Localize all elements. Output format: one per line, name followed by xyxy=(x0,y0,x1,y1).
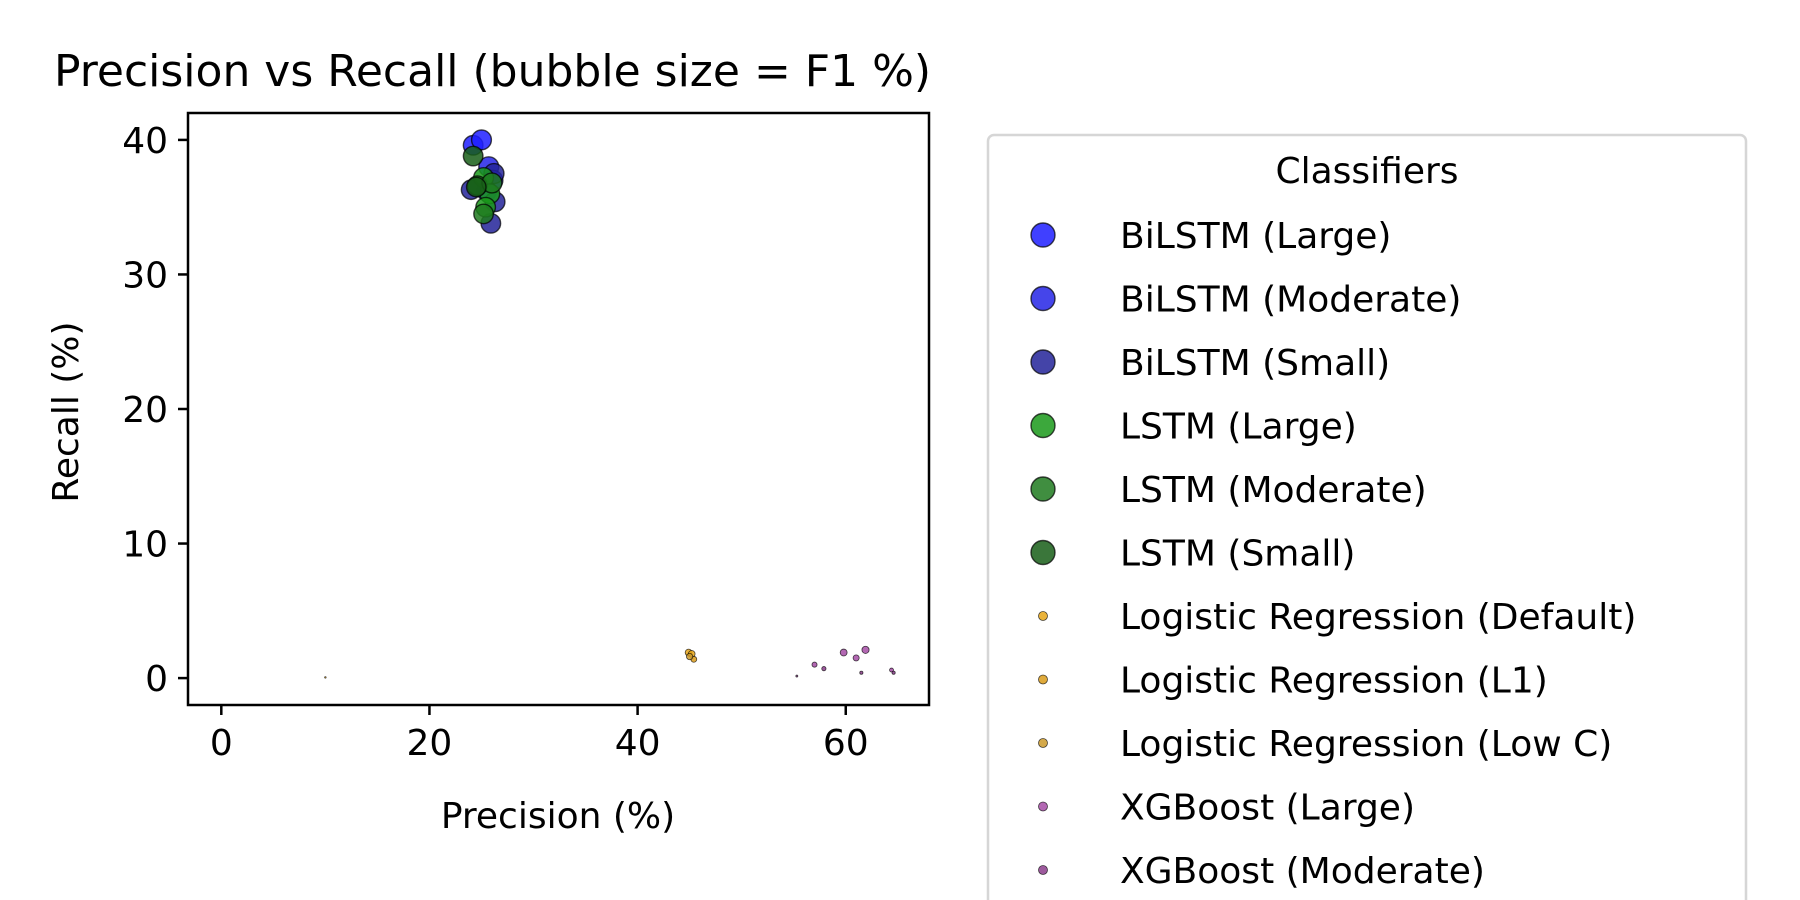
legend-marker xyxy=(1030,476,1056,502)
legend-label: LSTM (Small) xyxy=(1120,534,1355,575)
legend-label: Logistic Regression (L1) xyxy=(1120,661,1548,702)
legend-label: BiLSTM (Small) xyxy=(1120,343,1390,384)
legend-marker xyxy=(1030,539,1056,566)
legend-label: BiLSTM (Moderate) xyxy=(1120,280,1461,321)
data-point xyxy=(324,676,327,679)
legend-items: BiLSTM (Large) BiLSTM (Moderate) BiLSTM (S… xyxy=(1030,216,1636,892)
data-point xyxy=(852,654,860,662)
data-point xyxy=(839,648,848,657)
data-point xyxy=(465,176,487,198)
data-point xyxy=(861,645,870,654)
legend-marker xyxy=(1030,412,1056,439)
data-point xyxy=(686,652,694,661)
y-axis-label: Recall (%) xyxy=(46,321,87,502)
legend-marker xyxy=(1038,611,1048,621)
legend-label: LSTM (Large) xyxy=(1120,407,1357,448)
legend-label: XGBoost (Moderate) xyxy=(1120,851,1485,892)
legend-label: XGBoost (Large) xyxy=(1120,788,1415,829)
legend-marker xyxy=(1038,738,1048,748)
y-tick-label: 30 xyxy=(122,255,168,296)
legend-label: Logistic Regression (Default) xyxy=(1120,597,1636,638)
legend-label: Logistic Regression (Low C) xyxy=(1120,724,1612,765)
data-point xyxy=(462,145,484,167)
x-tick-label: 0 xyxy=(210,723,233,764)
y-tick-label: 0 xyxy=(145,659,168,700)
legend-marker xyxy=(1038,865,1048,875)
data-point xyxy=(795,674,799,678)
legend-title: Classifiers xyxy=(1275,151,1458,192)
y-axis-ticks: 0 10 20 30 40 xyxy=(122,121,188,700)
legend: Classifiers BiLSTM (Large) BiLSTM (Modera… xyxy=(986,133,1748,900)
x-tick-label: 20 xyxy=(407,723,453,764)
legend-label: BiLSTM (Large) xyxy=(1120,216,1391,257)
data-point xyxy=(821,666,827,672)
data-point xyxy=(891,670,896,675)
y-tick-label: 20 xyxy=(122,390,168,431)
data-point xyxy=(859,670,864,675)
legend-marker xyxy=(1038,801,1048,812)
data-points xyxy=(324,129,896,679)
x-tick-label: 40 xyxy=(615,723,661,764)
y-tick-label: 10 xyxy=(122,525,168,566)
y-tick-label: 40 xyxy=(122,121,168,162)
data-point xyxy=(811,661,818,668)
legend-marker xyxy=(1038,674,1048,685)
legend-marker xyxy=(1030,222,1056,248)
legend-box xyxy=(986,133,1748,900)
data-point xyxy=(473,203,495,225)
plot-area-frame xyxy=(186,111,931,707)
legend-marker xyxy=(1030,285,1056,312)
data-point xyxy=(889,667,894,673)
x-axis-label: Precision (%) xyxy=(441,796,675,837)
legend-marker xyxy=(1030,349,1056,375)
x-tick-label: 60 xyxy=(823,723,869,764)
chart-title: Precision vs Recall (bubble size = F1 %) xyxy=(54,46,931,97)
legend-label: LSTM (Moderate) xyxy=(1120,470,1427,511)
x-axis-ticks: 0 20 40 60 xyxy=(210,705,869,764)
